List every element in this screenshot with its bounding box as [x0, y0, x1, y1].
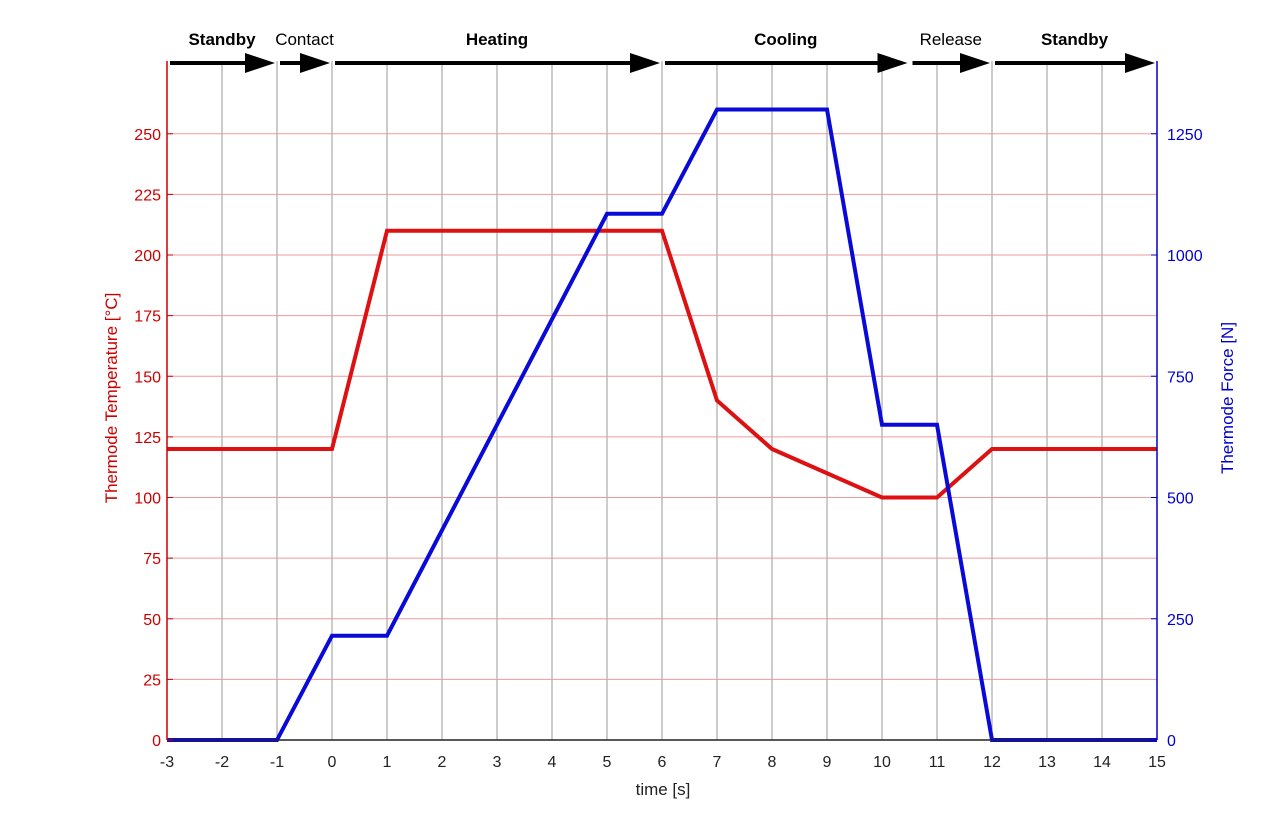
phase-arrowhead [300, 53, 330, 73]
x-tick-label: 3 [493, 754, 502, 771]
left-y-tick-label: 250 [134, 127, 161, 144]
x-tick-label: -2 [215, 754, 229, 771]
x-tick-label: 6 [658, 754, 667, 771]
x-axis-title: time [s] [636, 780, 691, 799]
phase-label: Release [920, 30, 982, 49]
left-y-tick-label: 200 [134, 248, 161, 265]
left-y-tick-label: 25 [143, 672, 161, 689]
grid [166, 61, 1158, 740]
phase-arrowhead [877, 53, 908, 73]
left-y-tick-label: 50 [143, 612, 161, 629]
phase-label: Standby [1041, 30, 1109, 49]
right-y-tick-label: 1000 [1167, 248, 1203, 265]
axes: -3 -2 -1 0 1 2 3 4 5 6 7 8 9 10 11 12 13 14 15025507510012… [134, 61, 1203, 771]
right-y-tick-label: 500 [1167, 491, 1194, 508]
phase-arrowhead [1125, 53, 1155, 73]
x-tick-label: -3 [160, 754, 174, 771]
x-tick-label: 7 [713, 754, 722, 771]
x-tick-label: 13 [1038, 754, 1056, 771]
phase-arrows: Standby Contact Heating Cooling Release Stand… [170, 30, 1155, 73]
phase-label: Heating [466, 30, 528, 49]
left-y-tick-label: 0 [152, 733, 161, 750]
x-tick-label: 9 [823, 754, 832, 771]
x-tick-label: 10 [873, 754, 891, 771]
left-y-tick-label: 100 [134, 491, 161, 508]
x-tick-label: 11 [929, 754, 946, 771]
left-y-tick-label: 125 [134, 430, 161, 447]
x-tick-label: 2 [438, 754, 447, 771]
x-tick-label: 1 [383, 754, 392, 771]
phase-label: Contact [275, 30, 334, 49]
x-tick-label: 8 [768, 754, 777, 771]
left-y-tick-label: 75 [143, 551, 161, 568]
x-tick-label: 14 [1093, 754, 1111, 771]
x-tick-label: 0 [328, 754, 337, 771]
x-tick-label: -1 [270, 754, 284, 771]
right-y-tick-label: 250 [1167, 612, 1194, 629]
phase-label: Standby [188, 30, 256, 49]
phase-arrowhead [245, 53, 275, 73]
left-y-tick-label: 225 [134, 187, 161, 204]
left-y-axis-title: Thermode Temperature [°C] [102, 293, 121, 504]
left-y-tick-label: 150 [134, 369, 161, 386]
x-tick-label: 4 [548, 754, 557, 771]
phase-arrowhead [960, 53, 990, 73]
right-y-tick-label: 0 [1167, 733, 1176, 750]
right-y-tick-label: 750 [1167, 369, 1194, 386]
right-y-tick-label: 1250 [1167, 127, 1203, 144]
x-tick-label: 5 [603, 754, 612, 771]
left-y-tick-label: 175 [134, 309, 161, 326]
x-tick-label: 15 [1148, 754, 1166, 771]
right-y-axis-title: Thermode Force [N] [1218, 322, 1237, 474]
phase-label: Cooling [754, 30, 817, 49]
temperature-line [167, 228, 1157, 500]
force-line [167, 107, 1157, 742]
series-lines [167, 107, 1157, 742]
phase-arrowhead [630, 53, 660, 73]
x-tick-label: 12 [983, 754, 1001, 771]
